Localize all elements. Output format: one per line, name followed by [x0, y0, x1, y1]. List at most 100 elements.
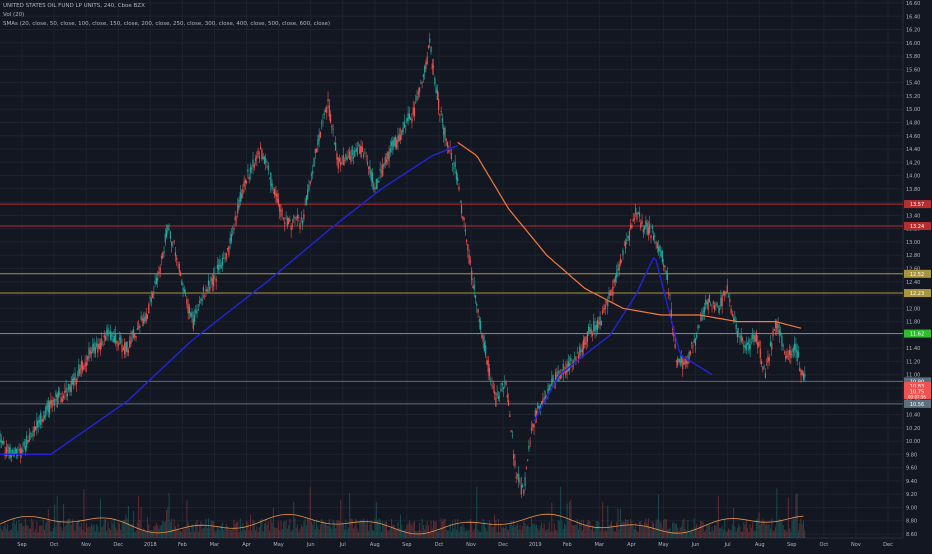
candle-body	[471, 270, 473, 281]
candle-body	[521, 485, 524, 488]
volume-bar	[152, 530, 154, 538]
volume-bar	[111, 520, 113, 538]
candle-body	[533, 424, 535, 428]
volume-bar	[324, 522, 326, 538]
volume-bar	[160, 525, 162, 538]
volume-bar	[532, 523, 534, 538]
candle-body	[446, 141, 449, 148]
volume-bar	[402, 530, 404, 538]
legend-symbol-title[interactable]: UNITED STATES OIL FUND LP UNITS, 240, Cb…	[3, 3, 145, 9]
volume-bar	[801, 524, 803, 538]
candle-body	[309, 181, 311, 184]
volume-bar	[608, 525, 610, 538]
volume-bar	[567, 520, 569, 538]
candle-body	[296, 214, 299, 219]
candle-body	[341, 162, 343, 164]
volume-bar	[98, 531, 100, 538]
legend-smas[interactable]: SMAs (20, close, 50, close, 100, close, …	[3, 21, 330, 27]
candle-body	[610, 294, 613, 295]
candle-body	[257, 150, 259, 156]
volume-bar	[7, 524, 9, 538]
volume-bar	[243, 529, 245, 538]
volume-bar	[94, 531, 96, 538]
volume-bar	[416, 531, 418, 538]
volume-bar	[787, 497, 789, 538]
candle-body	[650, 235, 652, 239]
candle-body	[567, 361, 569, 372]
level-price-label: 12.52	[910, 272, 924, 278]
candle-body	[124, 343, 126, 355]
candle-body	[763, 365, 765, 367]
volume-bar	[438, 531, 440, 538]
candle-body	[430, 46, 432, 53]
candle-body	[107, 327, 109, 337]
last-price-tag-bg	[904, 387, 931, 400]
candle-body	[663, 264, 665, 267]
candle-body	[558, 376, 561, 378]
volume-bar	[379, 519, 381, 538]
candle-body	[52, 400, 54, 402]
volume-bar	[487, 525, 489, 538]
candle-body	[406, 118, 408, 123]
candle-body	[514, 460, 516, 467]
candle-body	[441, 118, 444, 123]
legend-volume[interactable]: Vol (20)	[3, 12, 25, 18]
candle-body	[162, 252, 164, 259]
volume-bar	[542, 528, 544, 538]
y-tick-label: 13.80	[906, 187, 920, 193]
candle-body	[701, 314, 703, 321]
volume-bar	[265, 519, 267, 538]
candle-body	[717, 306, 719, 308]
y-tick-label: 8.80	[906, 519, 917, 525]
volume-bar	[283, 522, 285, 538]
volume-bar	[63, 503, 65, 538]
volume-bar	[663, 519, 665, 538]
volume-bar	[464, 531, 466, 538]
candle-body	[613, 279, 615, 284]
volume-bar	[454, 519, 456, 538]
volume-bar	[771, 518, 773, 538]
candle-body	[229, 238, 231, 244]
candle-body	[191, 311, 193, 318]
volume-bar	[149, 530, 151, 538]
volume-bar	[448, 530, 450, 538]
candle-body	[679, 359, 681, 365]
volume-bar	[637, 531, 639, 538]
volume-bar	[776, 488, 778, 538]
candle-body	[504, 382, 506, 383]
candle-body	[675, 360, 677, 362]
volume-bar	[426, 521, 428, 538]
y-tick-label: 11.00	[906, 373, 920, 379]
candle-body	[145, 313, 147, 322]
candle-body	[502, 386, 505, 390]
volume-bar	[773, 530, 775, 538]
volume-bar	[392, 524, 394, 538]
candle-body	[730, 308, 732, 314]
candle-body	[565, 367, 567, 375]
volume-bar	[300, 524, 302, 538]
candle-body	[280, 209, 282, 217]
candle-body	[195, 309, 197, 314]
candle-body	[110, 331, 112, 340]
volume-bar	[185, 526, 187, 538]
volume-bar	[119, 523, 121, 538]
candle-body	[270, 172, 272, 186]
volume-bar	[697, 530, 699, 538]
volume-bar	[473, 529, 475, 538]
volume-bar	[607, 505, 609, 538]
candle-body	[343, 159, 346, 161]
candle-body	[527, 459, 529, 461]
volume-bar	[664, 518, 666, 538]
candle-body	[688, 351, 690, 360]
volume-bar	[12, 522, 14, 538]
level-price-label-bg	[904, 200, 931, 209]
volume-bar	[351, 519, 353, 538]
volume-bar	[576, 518, 578, 538]
volume-bar	[749, 524, 751, 538]
candle-body	[126, 341, 128, 353]
candle-body	[299, 222, 301, 229]
candle-body	[788, 349, 791, 355]
candle-body	[228, 246, 230, 256]
